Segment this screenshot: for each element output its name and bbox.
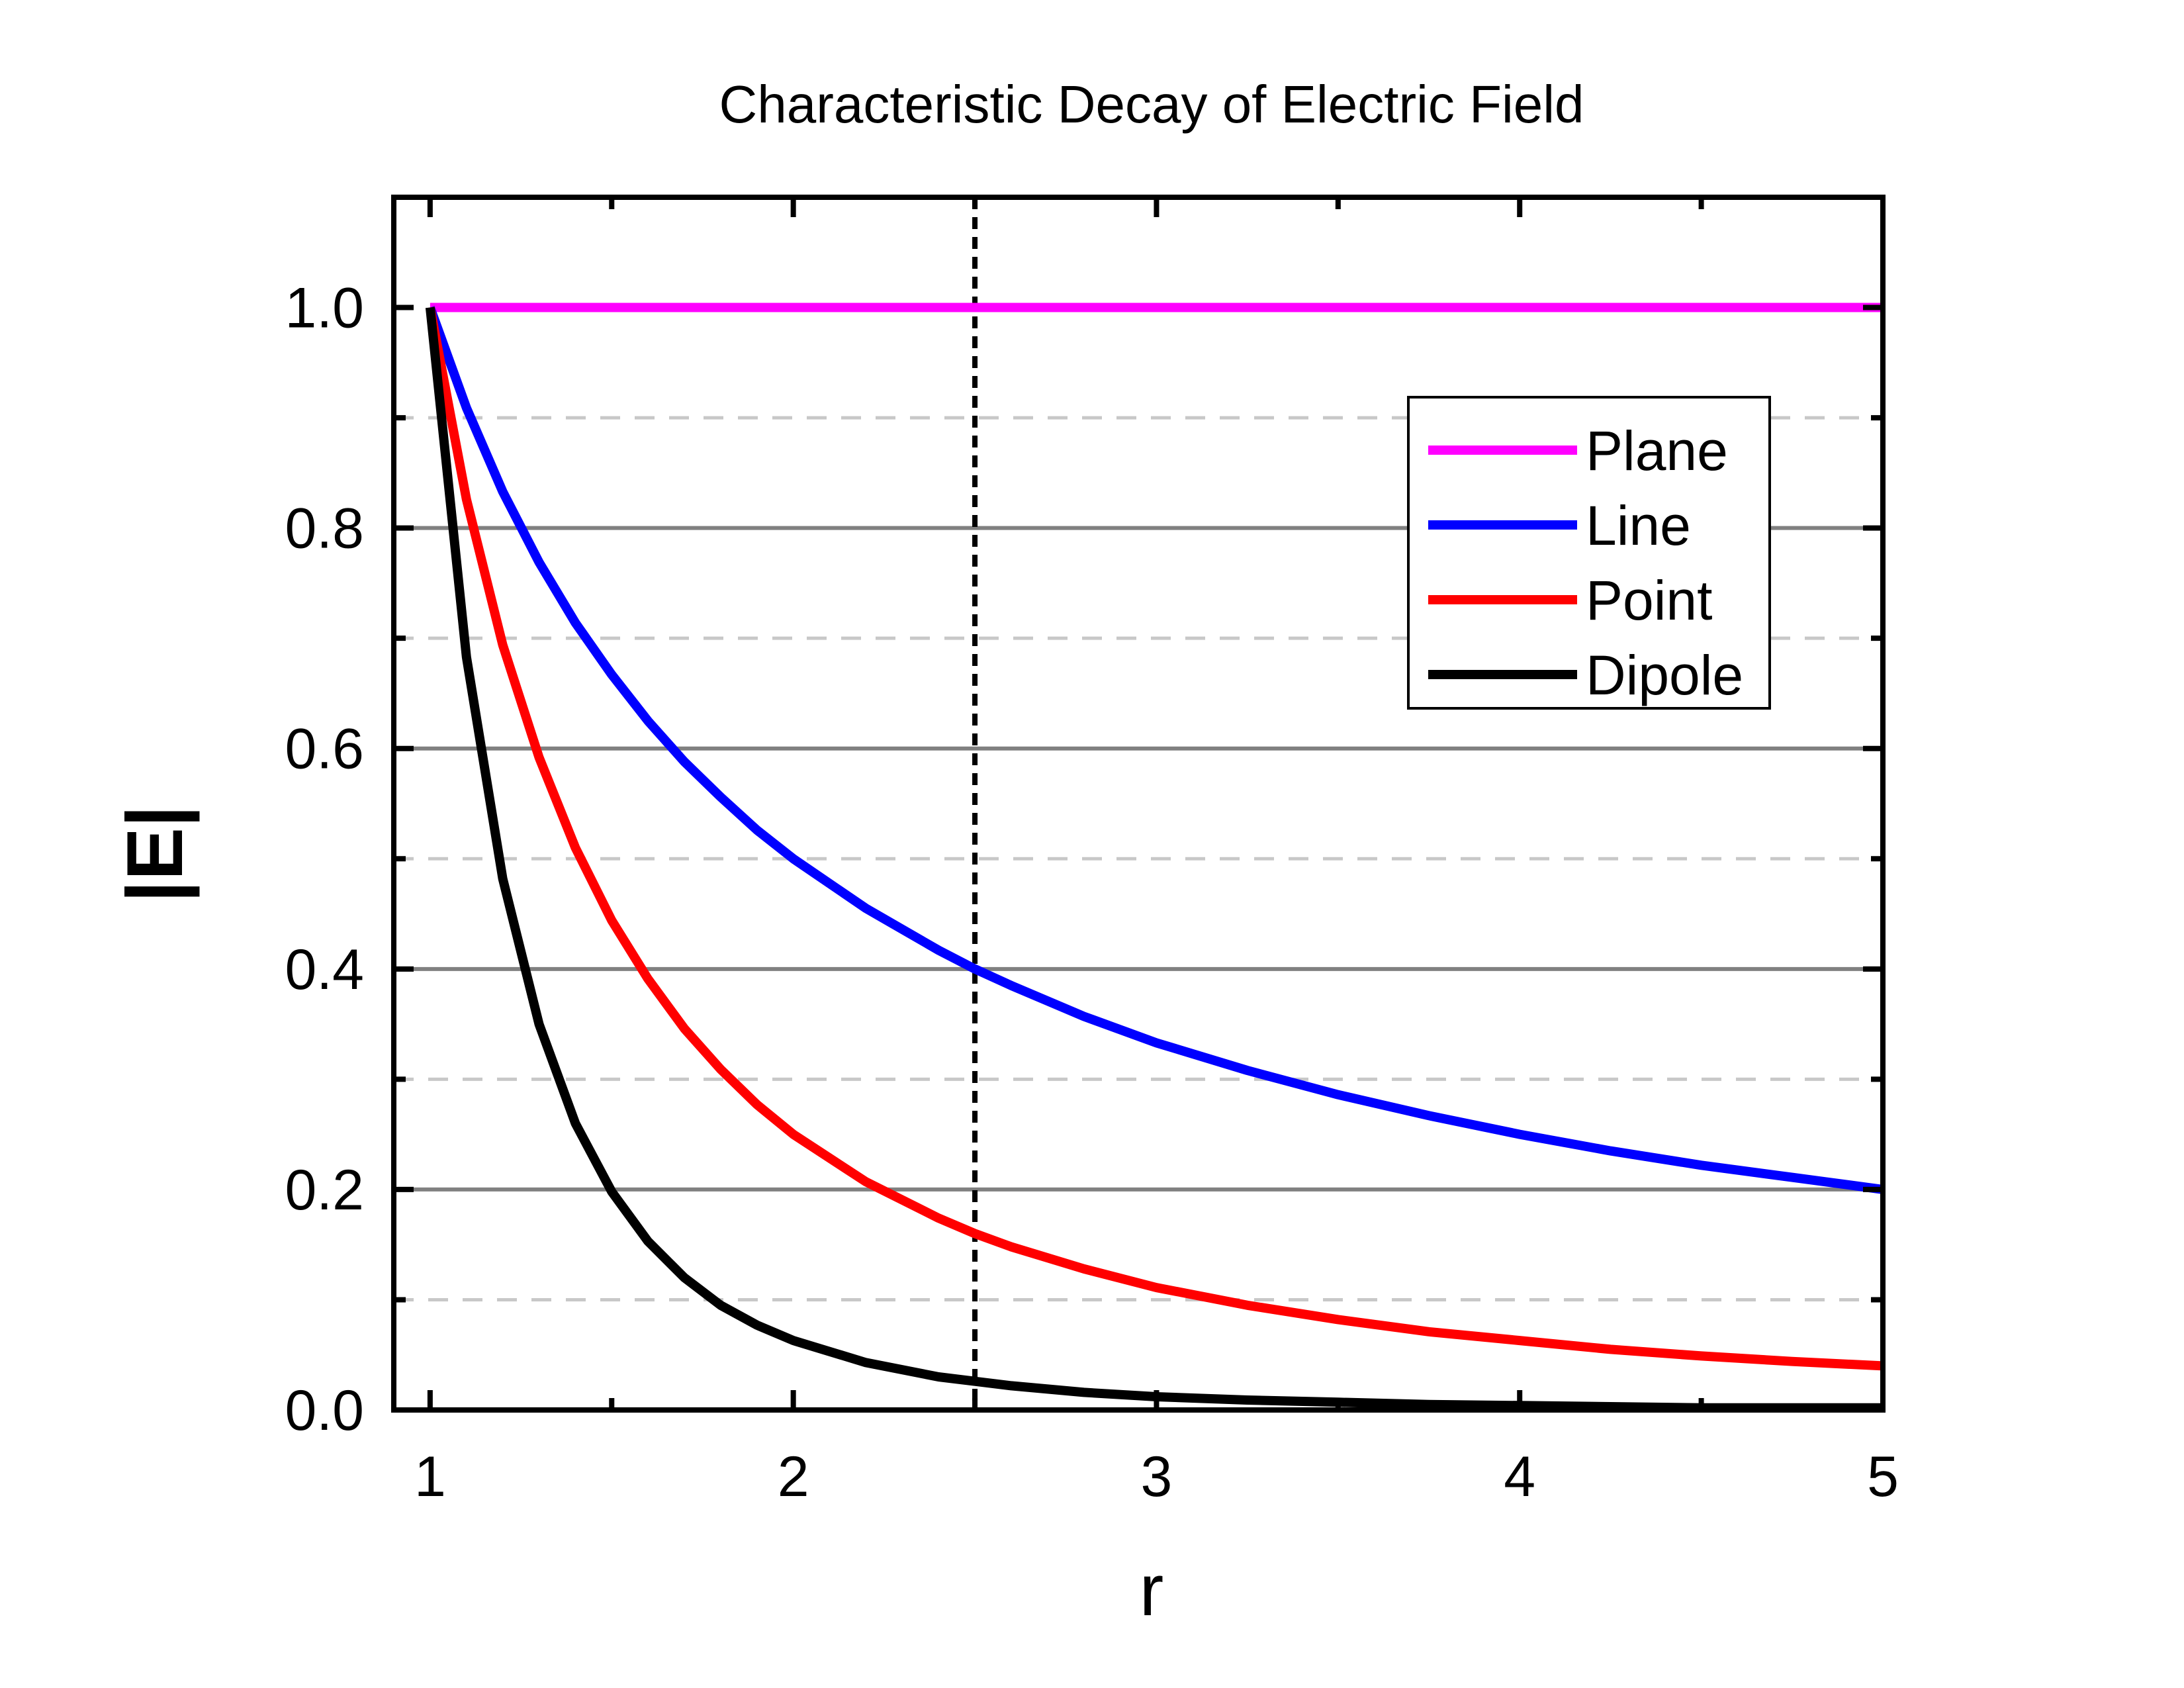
y-tick-label: 0.6	[285, 718, 364, 781]
legend-label-point: Point	[1586, 569, 1712, 632]
x-tick-label: 3	[1141, 1445, 1173, 1509]
legend-label-line: Line	[1586, 494, 1691, 557]
legend: Plane Line Point Dipole	[1407, 396, 1771, 710]
legend-label-plane: Plane	[1586, 420, 1728, 482]
y-axis-label: |E|	[111, 805, 200, 902]
x-tick-label: 4	[1504, 1445, 1535, 1509]
chart-title: Characteristic Decay of Electric Field	[719, 75, 1584, 134]
plot-frame	[391, 195, 1886, 1413]
y-tick-label: 0.4	[285, 938, 364, 1002]
x-axis-label: r	[1140, 1550, 1164, 1631]
x-tick-label: 5	[1867, 1445, 1899, 1509]
series-line-line	[426, 306, 1884, 1194]
y-tick-label: 0.2	[285, 1158, 364, 1222]
y-tick-label: 0.0	[285, 1379, 364, 1442]
x-tick-label: 2	[778, 1445, 809, 1509]
tick-layer: 1 2 3 4 5 0.0 0.2 0.4 0.6 0.8 1.0	[285, 197, 1899, 1509]
series-line-point	[426, 306, 1884, 1371]
y-tick-label: 0.8	[285, 497, 364, 561]
x-tick-label: 1	[414, 1445, 446, 1509]
y-tick-label: 1.0	[285, 277, 364, 340]
legend-label-dipole: Dipole	[1586, 644, 1743, 706]
